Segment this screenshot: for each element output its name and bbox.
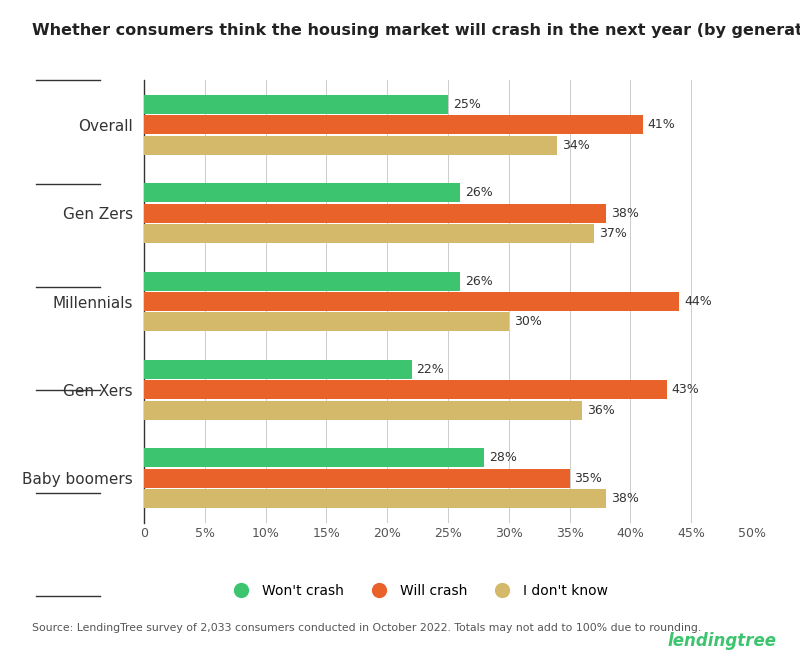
Bar [144, 489, 606, 509]
Bar [144, 381, 667, 399]
Text: 38%: 38% [611, 206, 639, 220]
Bar [144, 224, 594, 243]
Bar [144, 401, 582, 420]
Text: 26%: 26% [465, 186, 493, 199]
Text: 43%: 43% [672, 383, 699, 397]
Bar [144, 312, 509, 332]
Text: lendingtree: lendingtree [667, 632, 776, 650]
Text: Source: LendingTree survey of 2,033 consumers conducted in October 2022. Totals : Source: LendingTree survey of 2,033 cons… [32, 623, 702, 633]
Text: 28%: 28% [490, 452, 518, 464]
Text: 22%: 22% [416, 363, 444, 376]
Bar [144, 360, 411, 379]
Bar [144, 204, 606, 222]
Text: 41%: 41% [647, 118, 675, 131]
Text: 38%: 38% [611, 492, 639, 505]
Text: 37%: 37% [598, 227, 626, 240]
Legend: Won't crash, Will crash, I don't know: Won't crash, Will crash, I don't know [222, 578, 613, 603]
Bar [144, 135, 558, 155]
Bar [144, 469, 570, 488]
Text: Whether consumers think the housing market will crash in the next year (by gener: Whether consumers think the housing mark… [32, 23, 800, 38]
Text: 36%: 36% [586, 404, 614, 417]
Bar [144, 448, 485, 468]
Bar [144, 94, 448, 114]
Text: 35%: 35% [574, 472, 602, 485]
Bar [144, 115, 642, 134]
Text: 26%: 26% [465, 275, 493, 287]
Text: 34%: 34% [562, 139, 590, 151]
Text: 25%: 25% [453, 98, 481, 111]
Bar [144, 271, 460, 291]
Text: 44%: 44% [684, 295, 712, 308]
Bar [144, 292, 679, 311]
Text: 30%: 30% [514, 316, 542, 328]
Bar [144, 183, 460, 202]
